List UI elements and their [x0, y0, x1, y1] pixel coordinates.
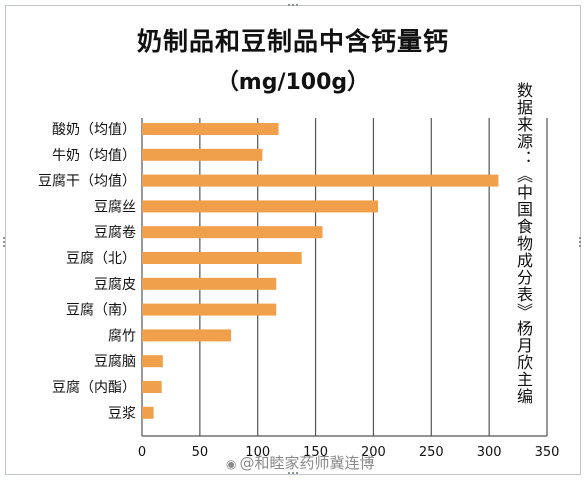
bar: [142, 174, 499, 187]
category-label: 豆腐皮: [94, 276, 136, 293]
bar: [142, 406, 154, 419]
category-label: 豆腐（南）: [66, 302, 136, 319]
x-tick-label: 100: [245, 445, 270, 460]
category-label: 豆腐（内酯）: [52, 379, 136, 396]
category-label: 豆腐卷: [94, 224, 136, 241]
category-label: 腐竹: [108, 327, 136, 344]
x-tick-label: 50: [192, 445, 209, 460]
category-label: 豆腐脑: [94, 353, 136, 370]
resize-handle-bottom[interactable]: [287, 471, 299, 476]
x-tick-label: 200: [361, 445, 386, 460]
chart-frame: [5, 5, 581, 475]
resize-handle-top[interactable]: [287, 3, 299, 8]
category-label: 豆腐干（均值）: [38, 173, 136, 190]
category-label: 豆浆: [108, 406, 136, 422]
chart-title: 奶制品和豆制品中含钙量钙: [136, 27, 449, 56]
bar: [142, 329, 232, 342]
bar: [142, 277, 277, 290]
bar: [142, 303, 277, 316]
bar: [142, 123, 279, 135]
x-tick-label: 300: [477, 445, 502, 460]
bar: [142, 252, 302, 264]
x-tick-label: 350: [535, 445, 560, 460]
category-label: 酸奶（均值）: [52, 122, 136, 138]
category-label: 牛奶（均值）: [52, 148, 136, 164]
bar: [142, 381, 162, 393]
chart-subtitle: （mg/100g）: [216, 70, 370, 95]
x-tick-label: 250: [419, 445, 444, 460]
watermark: ◉ @和睦家药师冀连博: [226, 452, 375, 473]
source-note: 数据来源：《中国食物成分表》杨月欣主编: [514, 82, 533, 405]
category-label: 豆腐丝: [94, 198, 136, 215]
bar: [142, 200, 379, 213]
bar: [142, 148, 263, 161]
bar: [142, 355, 163, 368]
category-label: 豆腐（北）: [66, 250, 136, 267]
x-tick-label: 150: [303, 445, 328, 460]
x-tick-label: 0: [138, 445, 146, 460]
weibo-icon: ◉: [226, 457, 237, 471]
bar: [142, 226, 323, 239]
resize-handle-left[interactable]: [2, 236, 7, 248]
resize-handle-right[interactable]: [578, 236, 583, 248]
watermark-text: @和睦家药师冀连博: [239, 454, 375, 472]
